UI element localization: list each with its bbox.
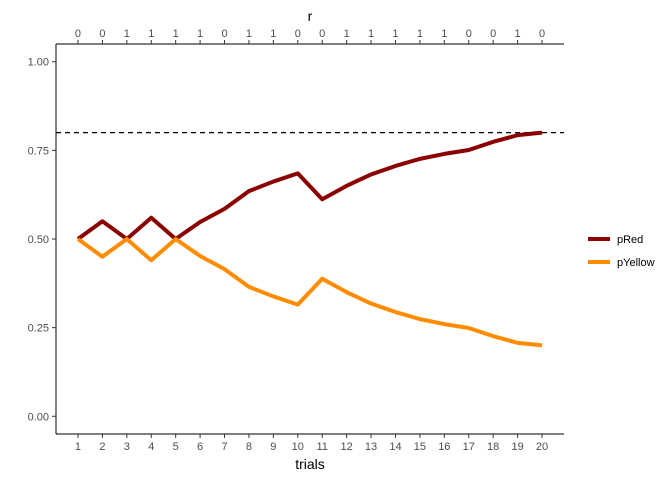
x-tick-label: 14 bbox=[389, 441, 401, 453]
top-tick-label: 0 bbox=[75, 28, 81, 40]
top-tick-label: 1 bbox=[417, 28, 423, 40]
x-tick-label: 17 bbox=[463, 441, 475, 453]
top-tick-label: 0 bbox=[466, 28, 472, 40]
top-tick-label: 1 bbox=[197, 28, 203, 40]
x-tick-label: 10 bbox=[292, 441, 304, 453]
axes bbox=[52, 40, 564, 438]
x-tick-label: 15 bbox=[414, 441, 426, 453]
x-tick-label: 6 bbox=[197, 441, 203, 453]
x-tick-label: 4 bbox=[148, 441, 154, 453]
legend-label-pRed: pRed bbox=[617, 234, 643, 246]
x-tick-label: 3 bbox=[124, 441, 130, 453]
x-tick-label: 2 bbox=[99, 441, 105, 453]
top-axis-title: r bbox=[308, 8, 313, 24]
top-tick-label: 1 bbox=[148, 28, 154, 40]
legend: pRed pYellow bbox=[588, 234, 655, 269]
x-tick-label: 13 bbox=[365, 441, 377, 453]
y-tick-label: 1.00 bbox=[28, 57, 49, 69]
top-tick-label: 0 bbox=[319, 28, 325, 40]
legend-label-pYellow: pYellow bbox=[617, 257, 655, 269]
top-tick-label: 0 bbox=[295, 28, 301, 40]
top-tick-label: 1 bbox=[344, 28, 350, 40]
x-tick-label: 1 bbox=[75, 441, 81, 453]
series-line-pYellow bbox=[76, 237, 543, 348]
x-tick-label: 12 bbox=[341, 441, 353, 453]
top-tick-label: 0 bbox=[539, 28, 545, 40]
x-tick-label: 16 bbox=[438, 441, 450, 453]
top-tick-label: 1 bbox=[392, 28, 398, 40]
top-tick-label: 1 bbox=[124, 28, 130, 40]
y-tick-label: 0.50 bbox=[28, 234, 49, 246]
series-line-pRed bbox=[76, 130, 543, 241]
top-tick-label: 0 bbox=[490, 28, 496, 40]
y-tick-label: 0.00 bbox=[28, 411, 49, 423]
x-tick-label: 5 bbox=[173, 441, 179, 453]
top-tick-label: 1 bbox=[515, 28, 521, 40]
series-lines bbox=[76, 130, 543, 348]
x-tick-label: 18 bbox=[487, 441, 499, 453]
x-tick-label: 8 bbox=[246, 441, 252, 453]
x-tick-label: 11 bbox=[317, 441, 328, 453]
x-tick-label: 9 bbox=[270, 441, 276, 453]
top-tick-label: 1 bbox=[173, 28, 179, 40]
x-tick-label: 19 bbox=[511, 441, 523, 453]
top-tick-label: 1 bbox=[441, 28, 447, 40]
tick-labels: 0.000.250.500.751.001 2 3 4 5 6 7 8 9 10 11 12 13 14 1… bbox=[28, 28, 549, 453]
top-tick-label: 1 bbox=[246, 28, 252, 40]
x-axis-title: trials bbox=[295, 456, 325, 472]
x-tick-label: 7 bbox=[221, 441, 227, 453]
top-tick-label: 1 bbox=[270, 28, 276, 40]
x-tick-label: 20 bbox=[536, 441, 548, 453]
y-tick-label: 0.75 bbox=[28, 145, 49, 157]
top-tick-label: 1 bbox=[368, 28, 374, 40]
top-tick-label: 0 bbox=[221, 28, 227, 40]
y-tick-label: 0.25 bbox=[28, 323, 49, 335]
top-tick-label: 0 bbox=[99, 28, 105, 40]
